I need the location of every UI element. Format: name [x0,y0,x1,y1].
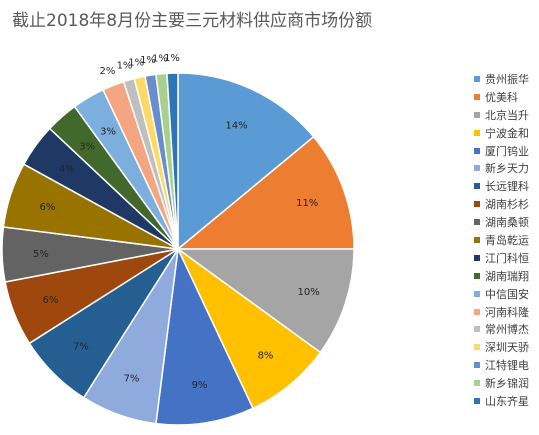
legend-item-9: 湖南桑顿 [474,213,529,231]
legend-label: 深圳天骄 [485,341,529,355]
slice-data-label-1: 14% [225,120,247,131]
legend-label: 山东齐星 [485,394,529,408]
legend-label: 长远锂科 [485,180,529,194]
legend-label: 北京当升 [485,108,529,122]
legend-swatch [474,219,480,226]
legend-item-6: 新乡天力 [474,159,529,177]
legend-label: 江特锂电 [485,359,529,373]
legend-swatch [474,93,480,100]
legend-label: 贵州振华 [485,72,529,86]
legend-item-4: 宁波金和 [474,124,529,142]
legend-item-2: 优美科 [474,88,529,106]
slice-data-label-14: 2% [99,66,115,77]
slice-data-label-3: 10% [297,287,319,298]
legend-swatch [474,183,480,190]
legend-item-8: 湖南杉杉 [474,195,529,213]
legend-swatch [474,272,480,279]
legend-label: 湖南桑顿 [485,216,529,230]
legend-label: 湖南瑞翔 [485,269,529,283]
pie-slice-2 [175,135,355,250]
legend-swatch [474,165,480,172]
pie-slice-3 [175,248,355,354]
pie-slice-1 [177,72,315,251]
legend-item-13: 中信国安 [474,285,529,303]
legend-label: 湖南杉杉 [485,198,529,212]
slice-data-label-6: 7% [124,374,140,385]
legend-label: 中信国安 [485,287,529,301]
slice-data-label-18: 1% [152,54,168,65]
slice-data-label-9: 5% [33,249,49,260]
legend-swatch [474,397,480,404]
pie-slice-4 [177,248,322,410]
legend-item-18: 新乡锦润 [474,374,529,392]
slice-data-label-16: 1% [128,57,144,68]
slice-data-label-5: 9% [192,380,208,391]
legend-item-11: 江门科恒 [474,249,529,267]
pie-slice-5 [155,246,254,426]
legend-item-3: 北京当升 [474,106,529,124]
legend-swatch [474,380,480,387]
legend-swatch [474,147,480,154]
legend-label: 河南科隆 [485,305,529,319]
slice-data-label-4: 8% [258,350,274,361]
legend-label: 厦门钨业 [485,144,529,158]
slice-data-label-17: 1% [140,55,156,66]
legend-item-16: 深圳天骄 [474,338,529,356]
legend-item-14: 河南科隆 [474,303,529,321]
slice-data-label-19: 1% [164,53,180,64]
legend-swatch [474,290,480,297]
pie-slice-19 [166,72,179,250]
legend-label: 江门科恒 [485,251,529,265]
legend-item-15: 常州博杰 [474,320,529,338]
slice-data-label-15: 1% [117,60,133,71]
slice-data-label-11: 4% [59,164,75,175]
legend-swatch [474,308,480,315]
legend-swatch [474,362,480,369]
pie-data-labels: 14%11%10%8%9%7%7%6%5%6%4%3%3%2%1%1%1%1%1… [33,53,320,391]
slice-data-label-10: 6% [39,202,55,213]
slice-data-label-12: 3% [79,142,95,153]
chart-title: 截止2018年8月份主要三元材料供应商市场份额 [12,11,373,31]
legend-swatch [474,129,480,136]
legend-item-5: 厦门钨业 [474,142,529,160]
pie-slices [1,72,355,426]
legend-item-19: 山东齐星 [474,392,529,410]
legend-swatch [474,111,480,118]
legend-item-17: 江特锂电 [474,356,529,374]
legend-label: 优美科 [485,90,518,104]
legend-swatch [474,326,480,333]
legend-label: 新乡天力 [485,162,529,176]
legend-label: 新乡锦润 [485,377,529,391]
legend-swatch [474,344,480,351]
legend-item-12: 湖南瑞翔 [474,267,529,285]
slice-data-label-8: 6% [42,295,58,306]
legend-item-10: 青岛乾运 [474,231,529,249]
slice-data-label-7: 7% [73,342,89,353]
legend-swatch [474,75,480,82]
legend-item-7: 长远锂科 [474,177,529,195]
legend-swatch [474,236,480,243]
legend-swatch [474,254,480,261]
legend-item-1: 贵州振华 [474,70,529,88]
legend-label: 常州博杰 [485,323,529,337]
slice-data-label-2: 11% [296,198,318,209]
legend-label: 青岛乾运 [485,233,529,247]
legend-label: 宁波金和 [485,126,529,140]
legend-swatch [474,201,480,208]
slice-data-label-13: 3% [100,126,116,137]
chart-legend: 贵州振华优美科北京当升宁波金和厦门钨业新乡天力长远锂科湖南杉杉湖南桑顿青岛乾运江… [474,70,529,410]
